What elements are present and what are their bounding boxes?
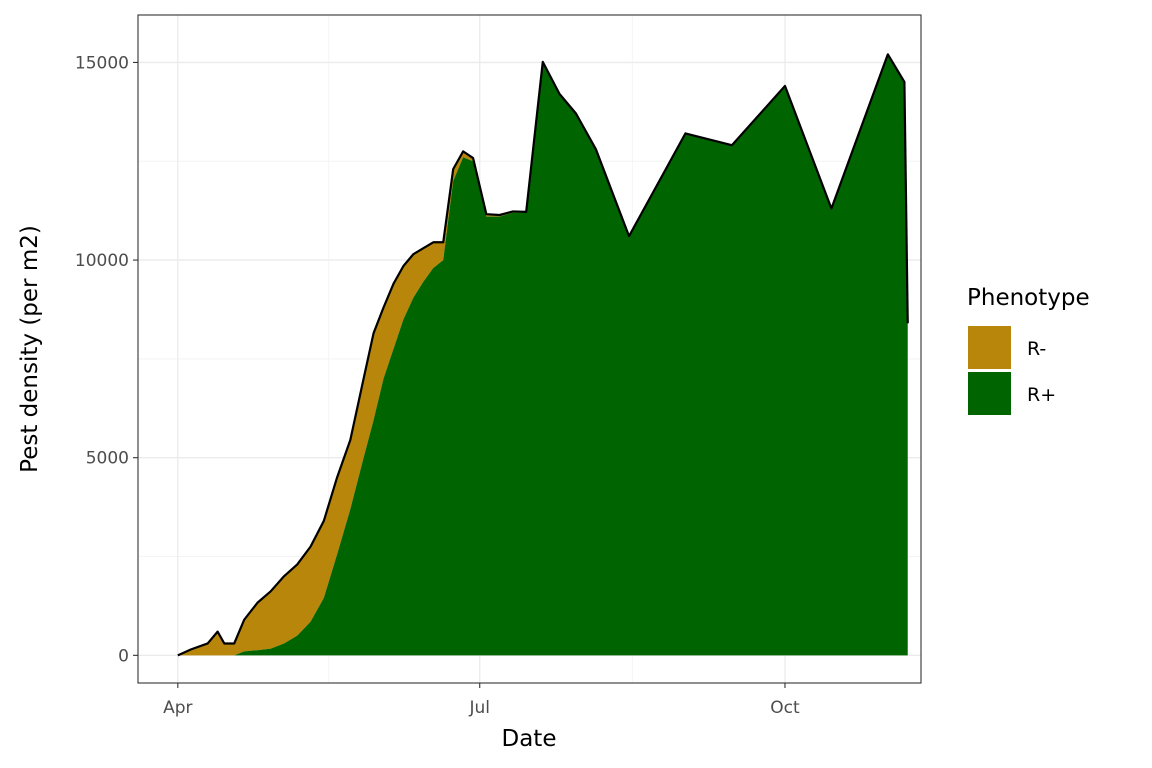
axis-ticks	[133, 61, 786, 688]
x-axis-title: Date	[502, 726, 557, 752]
x-tick-label: Oct	[770, 698, 800, 718]
legend-title: Phenotype	[967, 285, 1090, 311]
x-tick-label: Apr	[163, 698, 192, 718]
y-axis-title: Pest density (per m2)	[17, 225, 43, 473]
y-tick-labels: 0 5000 10000 15000	[75, 53, 129, 666]
areas	[177, 54, 908, 656]
y-tick-label: 0	[118, 646, 129, 666]
legend-items: R- R+	[968, 326, 1056, 415]
y-tick-label: 15000	[75, 53, 129, 73]
x-tick-labels: Apr Jul Oct	[163, 698, 800, 718]
panel-border	[137, 14, 922, 684]
x-tick-label: Jul	[468, 698, 490, 718]
total-density-line	[177, 53, 909, 657]
area-series-r-plus	[177, 54, 908, 656]
legend-label: R+	[1027, 384, 1056, 406]
legend-swatch	[968, 326, 1011, 369]
legend-label: R-	[1027, 338, 1046, 360]
legend: Phenotype R- R+	[967, 285, 1090, 415]
total-line-group	[177, 53, 909, 657]
legend-swatch	[968, 372, 1011, 415]
y-tick-label: 10000	[75, 251, 129, 271]
y-tick-label: 5000	[86, 449, 129, 469]
